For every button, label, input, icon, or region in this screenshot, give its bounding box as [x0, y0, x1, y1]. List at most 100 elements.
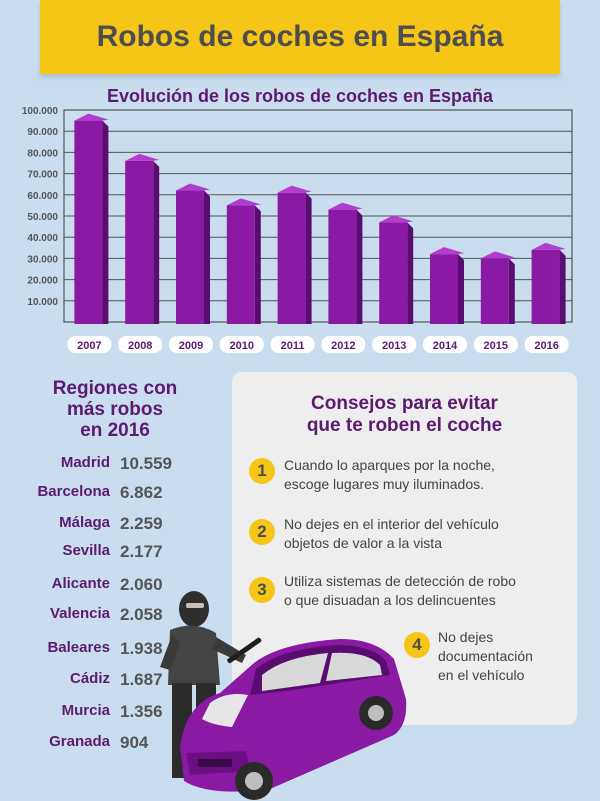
regions-title-line-1: Regiones con: [52, 378, 178, 399]
tip-line: en el vehículo: [438, 667, 525, 683]
x-tick-label: 2013: [382, 340, 406, 352]
x-tick-pill: [423, 336, 467, 353]
region-value: 2.259: [120, 514, 163, 533]
car-icon: [180, 639, 407, 800]
y-tick-label: 90.000: [27, 127, 58, 138]
bar-top: [74, 113, 109, 121]
x-tick-pill: [372, 336, 417, 353]
bar-side: [559, 249, 566, 324]
bar-top: [430, 247, 464, 255]
tips-title-line-1: Consejos para evitar: [311, 393, 498, 414]
x-tick-label: 2014: [433, 340, 458, 352]
region-name: Valencia: [49, 605, 110, 622]
region-row: Cádiz 1.687: [0, 670, 180, 692]
x-tick-pill: [169, 336, 213, 353]
bar-side: [102, 120, 109, 324]
region-value: 2.177: [120, 542, 163, 561]
y-tick-label: 80.000: [27, 148, 58, 159]
tip-text: Utiliza sistemas de detección de robo o …: [284, 572, 516, 610]
y-tick-label: 20.000: [27, 276, 58, 287]
page-title-text: Robos de coches en España: [96, 20, 504, 53]
bar: [176, 190, 204, 324]
tip-number-badge: 2: [249, 519, 275, 545]
y-tick-label: 40.000: [27, 233, 58, 244]
tip-line: Utiliza sistemas de detección de robo: [284, 573, 516, 589]
region-value: 2.058: [120, 605, 163, 624]
x-tick-pill: [270, 336, 315, 353]
y-tick-label: 30.000: [27, 254, 58, 265]
y-tick-label: 70.000: [27, 170, 58, 181]
bar: [328, 209, 357, 324]
bar-top: [480, 251, 515, 259]
bar-side: [458, 254, 464, 324]
x-tick-pill: [67, 336, 112, 353]
bar: [480, 258, 509, 324]
bar: [74, 120, 103, 324]
region-row: Sevilla 2.177: [0, 542, 180, 564]
page-title: Robos de coches en España: [40, 0, 560, 74]
region-name: Baleares: [47, 639, 110, 656]
x-tick-pill: [524, 336, 569, 353]
x-tick-label: 2008: [128, 340, 152, 352]
tip-number-badge: 3: [249, 577, 275, 603]
region-value: 1.938: [120, 639, 163, 658]
region-value: 904: [120, 733, 149, 752]
region-name: Málaga: [59, 514, 110, 531]
bar-side: [305, 192, 312, 324]
tip-text: Cuando lo aparques por la noche, escoge …: [284, 456, 495, 494]
tip-text: No dejes documentación en el vehículo: [438, 628, 533, 685]
bar-side: [356, 209, 363, 324]
region-name: Cádiz: [69, 670, 110, 687]
region-name: Barcelona: [37, 483, 110, 500]
x-tick-label: 2011: [281, 340, 305, 352]
x-tick-label: 2012: [331, 340, 355, 352]
y-tick-label: 50.000: [27, 212, 58, 223]
tip-line: No dejes en el interior del vehículo: [284, 516, 499, 532]
tip-line: objetos de valor a la vista: [284, 535, 442, 551]
thief-and-car-illustration: [160, 591, 407, 800]
region-row: Baleares 1.938: [0, 639, 180, 661]
region-row: Madrid 10.559: [0, 454, 180, 476]
x-tick-label: 2007: [77, 340, 101, 352]
x-tick-pill: [118, 336, 163, 353]
x-tick-pill: [219, 336, 264, 353]
bar-top: [328, 202, 363, 210]
tips-title: Consejos para evitar que te roben el coc…: [232, 393, 577, 437]
x-tick-label: 2015: [484, 340, 508, 352]
bar: [277, 192, 306, 324]
tip-line: No dejes: [438, 629, 494, 645]
bar-side: [407, 222, 414, 324]
region-row: Valencia 2.058: [0, 605, 180, 627]
tip-number-badge: 1: [249, 458, 275, 484]
x-tick-pill: [473, 336, 518, 353]
region-row: Granada 904: [0, 733, 180, 755]
bar: [125, 160, 154, 324]
region-value: 6.862: [120, 483, 163, 502]
region-name: Madrid: [60, 454, 110, 471]
regions-title-line-2: más robos: [66, 399, 164, 420]
y-tick-label: 60.000: [27, 191, 58, 202]
bar: [531, 249, 560, 324]
region-value: 1.687: [120, 670, 163, 689]
region-row: Barcelona 6.862: [0, 483, 180, 505]
region-row: Alicante 2.060: [0, 575, 180, 597]
bar-top: [531, 242, 566, 250]
tip-text: No dejes en el interior del vehículo obj…: [284, 515, 499, 553]
region-name: Murcia: [61, 702, 110, 719]
y-tick-label: 100.000: [22, 106, 59, 117]
region-value: 2.060: [120, 575, 163, 594]
bar-chart: 10.000 20.000 30.000 40.000 50.000 60.000 70.0…: [22, 106, 573, 353]
bar-side: [153, 160, 160, 324]
region-row: Málaga 2.259: [0, 514, 180, 536]
bar-side: [204, 190, 210, 324]
bar: [379, 222, 408, 324]
bar-side: [254, 205, 261, 324]
tip-line: Cuando lo aparques por la noche,: [284, 457, 495, 473]
regions-title-line-3: en 2016: [80, 420, 150, 441]
bar: [430, 254, 458, 324]
region-name: Alicante: [51, 575, 110, 592]
bar-top: [277, 185, 312, 193]
x-tick-label: 2016: [534, 340, 558, 352]
region-row: Murcia 1.356: [0, 702, 180, 724]
